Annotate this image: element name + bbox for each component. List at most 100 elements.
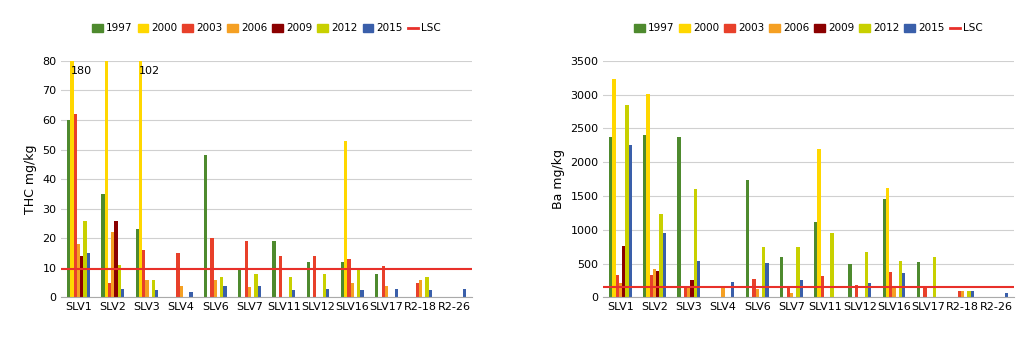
Text: 180: 180: [71, 66, 91, 76]
Bar: [115, 221, 118, 297]
Bar: [889, 272, 892, 297]
Bar: [649, 275, 653, 297]
Bar: [292, 290, 295, 297]
Bar: [152, 280, 155, 297]
Bar: [279, 256, 283, 297]
Bar: [745, 180, 750, 297]
Bar: [385, 286, 388, 297]
Y-axis label: Ba mg/kg: Ba mg/kg: [552, 149, 564, 209]
Bar: [612, 79, 615, 297]
Bar: [214, 280, 217, 297]
Bar: [678, 137, 681, 297]
Bar: [721, 288, 725, 297]
Bar: [155, 290, 159, 297]
Bar: [892, 288, 896, 297]
Bar: [258, 286, 261, 297]
Bar: [429, 290, 432, 297]
Bar: [817, 149, 821, 297]
Bar: [864, 252, 868, 297]
Bar: [357, 269, 360, 297]
Bar: [108, 283, 112, 297]
Bar: [248, 287, 251, 297]
Bar: [687, 286, 690, 297]
Bar: [656, 271, 659, 297]
Bar: [204, 155, 207, 297]
Bar: [419, 280, 422, 297]
Bar: [254, 274, 258, 297]
Bar: [68, 120, 71, 297]
Bar: [814, 222, 817, 297]
Bar: [71, 0, 74, 297]
Bar: [112, 233, 115, 297]
Bar: [646, 94, 649, 297]
Bar: [618, 283, 622, 297]
Bar: [899, 261, 902, 297]
Bar: [968, 291, 971, 297]
Bar: [179, 286, 183, 297]
Bar: [375, 274, 378, 297]
Bar: [765, 263, 769, 297]
Bar: [223, 286, 226, 297]
Bar: [643, 135, 646, 297]
Bar: [239, 268, 242, 297]
Bar: [797, 247, 800, 297]
Bar: [245, 241, 248, 297]
Bar: [786, 288, 790, 297]
Bar: [323, 274, 326, 297]
Bar: [87, 253, 90, 297]
Bar: [121, 289, 124, 297]
Bar: [289, 277, 292, 297]
Bar: [756, 289, 759, 297]
Bar: [800, 280, 803, 297]
Bar: [780, 257, 783, 297]
Bar: [394, 289, 397, 297]
Bar: [118, 265, 121, 297]
Bar: [220, 277, 223, 297]
Bar: [615, 275, 618, 297]
Bar: [426, 277, 429, 297]
Bar: [189, 291, 193, 297]
Bar: [360, 290, 364, 297]
Bar: [341, 262, 344, 297]
Bar: [145, 280, 148, 297]
Bar: [663, 233, 666, 297]
Bar: [731, 282, 734, 297]
Bar: [306, 262, 310, 297]
Bar: [957, 291, 961, 297]
Bar: [80, 256, 83, 297]
Bar: [684, 286, 687, 297]
Bar: [101, 194, 104, 297]
Bar: [1005, 293, 1008, 297]
Bar: [849, 264, 852, 297]
Bar: [416, 283, 419, 297]
Bar: [326, 289, 330, 297]
Bar: [693, 189, 697, 297]
Bar: [924, 288, 927, 297]
Bar: [347, 259, 350, 297]
Bar: [609, 137, 612, 297]
Bar: [902, 273, 905, 297]
Bar: [883, 199, 886, 297]
Bar: [176, 253, 179, 297]
Bar: [350, 283, 354, 297]
Bar: [139, 0, 142, 297]
Bar: [272, 241, 275, 297]
Legend: 1997, 2000, 2003, 2006, 2009, 2012, 2015, LSC: 1997, 2000, 2003, 2006, 2009, 2012, 2015…: [634, 23, 983, 33]
Bar: [382, 266, 385, 297]
Bar: [313, 256, 316, 297]
Legend: 1997, 2000, 2003, 2006, 2009, 2012, 2015, LSC: 1997, 2000, 2003, 2006, 2009, 2012, 2015…: [92, 23, 441, 33]
Bar: [790, 293, 793, 297]
Text: 102: 102: [139, 66, 160, 76]
Bar: [886, 188, 889, 297]
Bar: [344, 141, 347, 297]
Bar: [933, 257, 936, 297]
Bar: [135, 230, 139, 297]
Bar: [916, 262, 921, 297]
Bar: [659, 214, 663, 297]
Bar: [142, 250, 145, 297]
Bar: [697, 261, 700, 297]
Bar: [690, 280, 693, 297]
Bar: [629, 145, 632, 297]
Bar: [762, 247, 765, 297]
Bar: [104, 61, 108, 297]
